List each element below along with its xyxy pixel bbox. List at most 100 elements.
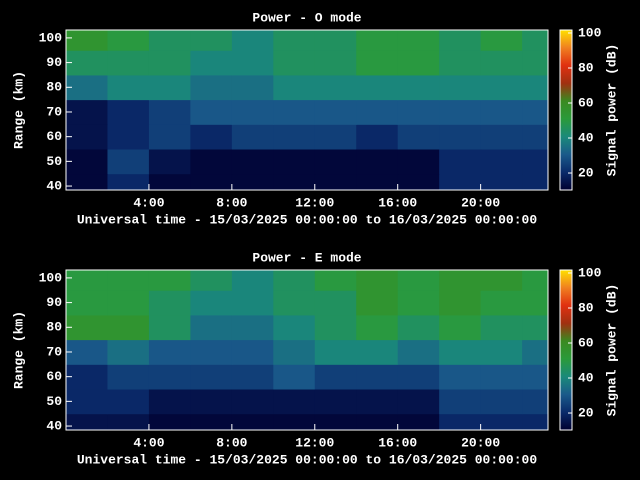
- cell: [522, 30, 548, 51]
- x-tick-label: 20:00: [461, 195, 500, 210]
- cell: [107, 290, 150, 316]
- cell: [231, 74, 274, 101]
- y-tick-label: 70: [46, 344, 62, 359]
- cell: [273, 50, 316, 76]
- cell: [273, 270, 316, 291]
- cell: [439, 50, 482, 76]
- colorbar-label: Signal power (dB): [604, 284, 619, 417]
- cell: [356, 290, 399, 316]
- cell: [397, 314, 440, 341]
- cell: [273, 149, 316, 175]
- cell: [314, 124, 357, 150]
- cell: [314, 74, 357, 101]
- cell: [439, 364, 482, 390]
- cell: [190, 389, 233, 415]
- chart-title: Power - E mode: [252, 250, 361, 265]
- cell: [397, 389, 440, 415]
- x-tick-label: 16:00: [378, 195, 417, 210]
- cell: [480, 74, 523, 101]
- cell: [522, 173, 548, 190]
- cell: [273, 413, 316, 430]
- colorbar-tick-label: 60: [578, 335, 594, 350]
- cell: [397, 413, 440, 430]
- cell: [273, 99, 316, 125]
- cell: [231, 364, 274, 390]
- colorbar: [559, 269, 573, 431]
- cell: [397, 30, 440, 51]
- cell: [522, 314, 548, 341]
- cell: [148, 74, 191, 101]
- y-tick-label: 40: [46, 178, 62, 193]
- y-tick-label: 50: [46, 154, 62, 169]
- cell: [273, 339, 316, 365]
- cell: [190, 124, 233, 150]
- cell: [314, 149, 357, 175]
- cell: [231, 413, 274, 430]
- cell: [273, 314, 316, 341]
- cell: [480, 314, 523, 341]
- cell: [66, 50, 108, 76]
- cell: [190, 149, 233, 175]
- cell: [107, 364, 150, 390]
- cell: [66, 270, 108, 291]
- cell: [397, 99, 440, 125]
- cell: [314, 30, 357, 51]
- cell: [356, 173, 399, 190]
- cell: [439, 74, 482, 101]
- cell: [397, 74, 440, 101]
- cell: [397, 124, 440, 150]
- cell: [439, 149, 482, 175]
- cell: [397, 270, 440, 291]
- cell: [480, 339, 523, 365]
- cell: [148, 270, 191, 291]
- cell: [148, 124, 191, 150]
- cell: [66, 124, 108, 150]
- plot-frame: [65, 29, 549, 191]
- colorbar-tick-label: 40: [578, 370, 594, 385]
- cell: [356, 124, 399, 150]
- cell: [522, 413, 548, 430]
- y-tick-label: 100: [39, 30, 63, 45]
- cell: [148, 149, 191, 175]
- cell: [522, 74, 548, 101]
- cell: [522, 339, 548, 365]
- cell: [107, 149, 150, 175]
- cell: [314, 270, 357, 291]
- cell: [314, 413, 357, 430]
- cell: [148, 30, 191, 51]
- cell: [273, 389, 316, 415]
- cell: [439, 339, 482, 365]
- cell: [231, 99, 274, 125]
- cell: [107, 50, 150, 76]
- x-tick-label: 4:00: [133, 435, 164, 450]
- cell: [66, 339, 108, 365]
- x-tick-label: 20:00: [461, 435, 500, 450]
- cell: [107, 124, 150, 150]
- cell: [66, 173, 108, 190]
- cell: [356, 99, 399, 125]
- cell: [480, 413, 523, 430]
- cell: [522, 270, 548, 291]
- cell: [107, 389, 150, 415]
- cell: [148, 364, 191, 390]
- cell: [190, 339, 233, 365]
- cell: [107, 270, 150, 291]
- cell: [231, 30, 274, 51]
- cell: [66, 314, 108, 341]
- y-axis-label: Range (km): [11, 71, 26, 149]
- cell: [190, 270, 233, 291]
- cell: [148, 50, 191, 76]
- cell: [107, 173, 150, 190]
- colorbar-tick-label: 40: [578, 130, 594, 145]
- colorbar: [559, 29, 573, 191]
- y-tick-label: 90: [46, 295, 62, 310]
- cell: [66, 99, 108, 125]
- cell: [356, 389, 399, 415]
- cell: [314, 314, 357, 341]
- cell: [522, 99, 548, 125]
- x-tick-label: 8:00: [216, 195, 247, 210]
- cell: [522, 50, 548, 76]
- cell: [107, 74, 150, 101]
- cell: [231, 290, 274, 316]
- colorbar-tick-label: 100: [578, 25, 602, 40]
